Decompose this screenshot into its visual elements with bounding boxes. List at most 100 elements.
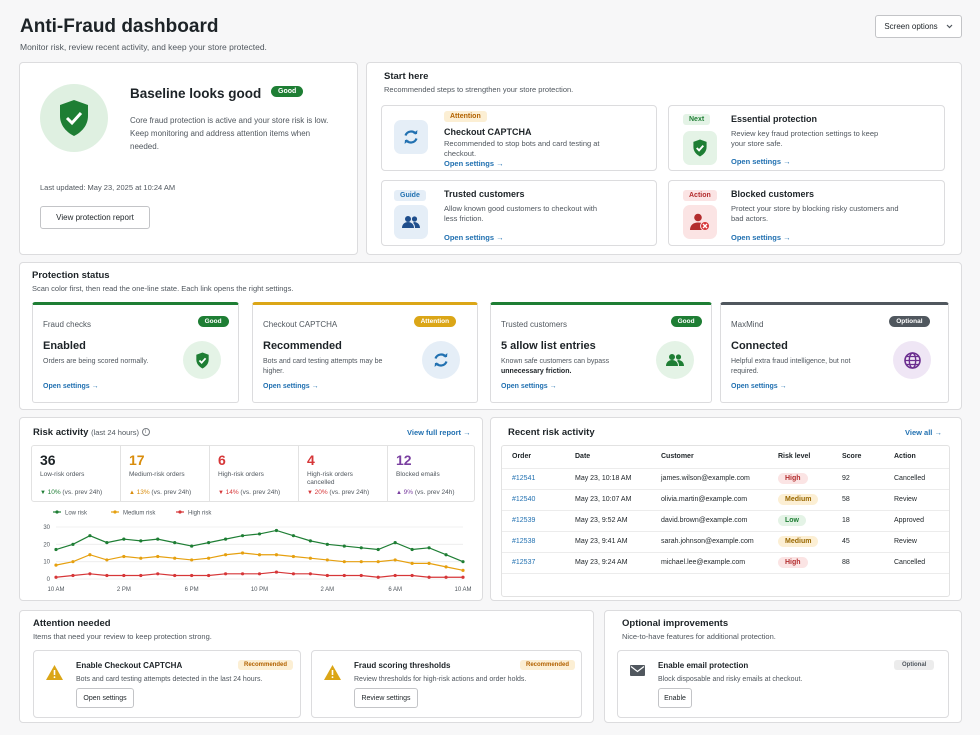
legend-marker — [55, 510, 59, 514]
start-item-tag: Action — [683, 190, 717, 201]
risk-stat-label: Low-risk orders — [40, 471, 85, 478]
order-date: May 23, 9:52 AM — [565, 510, 651, 532]
view-all-link[interactable]: View all → — [905, 428, 942, 437]
protection-subtitle: Scan color first, then read the one-line… — [32, 284, 294, 293]
data-point — [342, 544, 346, 548]
order-date: May 23, 10:07 AM — [565, 489, 651, 511]
order-date: May 23, 9:41 AM — [565, 531, 651, 553]
open-settings-link[interactable]: Open settings → — [43, 383, 99, 390]
start-item-link[interactable]: Open settings → — [731, 233, 791, 242]
enable-button[interactable]: Enable — [658, 688, 692, 708]
review-settings-button[interactable]: Review settings — [354, 688, 418, 708]
start-item-trusted-customers[interactable]: Guide Trusted customers Allow known good… — [381, 180, 657, 246]
baseline-shield — [40, 84, 108, 152]
risk-stat-label: Medium-risk orders — [129, 471, 185, 478]
trend-arrow-icon: ▼ — [218, 490, 226, 496]
table-row[interactable]: #12540 May 23, 10:07 AM olivia.martin@exam… — [502, 489, 949, 511]
start-item-desc: Protect your store by blocking risky cus… — [731, 204, 899, 223]
order-link[interactable]: #12540 — [502, 489, 565, 511]
table-row[interactable]: #12541 May 23, 10:18 AM james.wilson@examp… — [502, 468, 949, 490]
order-action: Approved — [884, 510, 949, 532]
users-icon — [402, 216, 420, 228]
data-point — [410, 547, 414, 552]
order-action: Review — [884, 531, 949, 553]
globe-icon — [903, 351, 921, 369]
screen-options-button[interactable]: Screen options — [875, 15, 962, 38]
risk-badge: Low — [778, 515, 806, 526]
order-link[interactable]: #12539 — [502, 510, 565, 532]
page-title: Anti-Fraud dashboard — [20, 16, 219, 37]
start-item-icon-box — [683, 205, 717, 239]
customer-email: david.brown@example.com — [651, 510, 768, 532]
data-point — [444, 565, 448, 569]
data-point — [223, 553, 228, 557]
order-link[interactable]: #12538 — [502, 531, 565, 553]
start-item-link[interactable]: Open settings → — [731, 157, 791, 166]
table-row[interactable]: #12538 May 23, 9:41 AM sarah.johnson@examp… — [502, 531, 949, 553]
risk-stat-change: ▼ 14% (vs. prev 24h) — [218, 489, 280, 496]
optional-improvements-card: Optional improvements Nice-to-have featu… — [604, 610, 962, 723]
column-header: Date — [565, 446, 651, 469]
start-here-title: Start here — [384, 71, 429, 82]
data-point — [274, 570, 279, 574]
data-point — [291, 534, 296, 538]
protection-card-maxmind: MaxMind Optional Connected Helpful extra fr… — [720, 302, 949, 403]
data-point — [105, 573, 109, 578]
open-settings-link[interactable]: Open settings → — [731, 383, 787, 390]
protection-card-value: Connected — [731, 340, 788, 352]
risk-level-cell: Low — [768, 510, 832, 532]
column-header: Customer — [651, 446, 768, 469]
table-row[interactable]: #12537 May 23, 9:24 AM michael.lee@example… — [502, 552, 949, 574]
risk-stat-pct: 20% — [314, 489, 328, 496]
risk-stat-suffix: (vs. prev 24h) — [60, 489, 103, 496]
attention-item-title: Enable Checkout CAPTCHA — [76, 661, 183, 670]
risk-stat: 17 Medium-risk orders ▲ 13% (vs. prev 24h) — [121, 446, 210, 502]
view-full-report-link[interactable]: View full report → — [407, 428, 471, 437]
start-item-checkout-captcha[interactable]: Attention Checkout CAPTCHA Recommended t… — [381, 105, 657, 171]
start-item-essential-protection[interactable]: Next Essential protection Review key fra… — [668, 105, 945, 171]
data-point — [376, 560, 380, 564]
risk-activity-card: Risk activity (last 24 hours) i View ful… — [19, 417, 483, 601]
start-item-link[interactable]: Open settings → — [444, 233, 504, 242]
view-protection-report-button[interactable]: View protection report — [40, 206, 150, 229]
optional-title: Optional improvements — [622, 618, 729, 629]
order-action: Cancelled — [884, 468, 949, 490]
protection-card-desc: Helpful extra fraud intelligence, but no… — [731, 358, 851, 375]
open-settings-button[interactable]: Open settings — [76, 688, 134, 708]
shield-check-icon — [195, 352, 209, 368]
data-point — [461, 575, 465, 579]
x-tick-label: 10 AM — [454, 587, 471, 593]
order-link[interactable]: #12537 — [502, 552, 565, 574]
shield-check-icon — [693, 139, 707, 157]
info-icon[interactable]: i — [141, 428, 150, 437]
shield-check-icon — [60, 100, 88, 136]
data-point — [71, 542, 75, 546]
data-point — [105, 558, 109, 562]
data-point — [461, 568, 465, 572]
legend-label: Medium risk — [123, 511, 156, 517]
data-point — [71, 573, 75, 578]
optional-tag: Optional — [894, 660, 935, 670]
y-tick-label: 10 — [43, 560, 50, 566]
start-item-blocked-customers[interactable]: Action Blocked customers Protect your st… — [668, 180, 945, 246]
start-item-link[interactable]: Open settings → — [444, 159, 504, 168]
protection-card-label: Checkout CAPTCHA — [263, 320, 338, 329]
screen-options-label: Screen options — [884, 22, 938, 31]
order-link[interactable]: #12541 — [502, 468, 565, 490]
data-point — [444, 575, 448, 579]
data-point — [427, 575, 431, 579]
data-point — [257, 553, 262, 557]
attention-item-captcha: Enable Checkout CAPTCHA Recommended Bots… — [33, 650, 301, 718]
open-settings-link[interactable]: Open settings → — [501, 383, 557, 390]
protection-card-desc: Bots and card testing attempts may be hi… — [263, 358, 383, 375]
table-row[interactable]: #12539 May 23, 9:52 AM david.brown@example… — [502, 510, 949, 532]
data-point — [173, 556, 177, 560]
start-item-icon-box — [394, 205, 428, 239]
risk-stat-pct: 13% — [136, 489, 150, 496]
refresh-icon — [434, 353, 448, 367]
data-point — [207, 541, 211, 545]
status-badge: Attention — [413, 316, 457, 327]
open-settings-link[interactable]: Open settings → — [263, 383, 319, 390]
protection-card-value: 5 allow list entries — [501, 340, 596, 352]
data-point — [393, 541, 397, 545]
